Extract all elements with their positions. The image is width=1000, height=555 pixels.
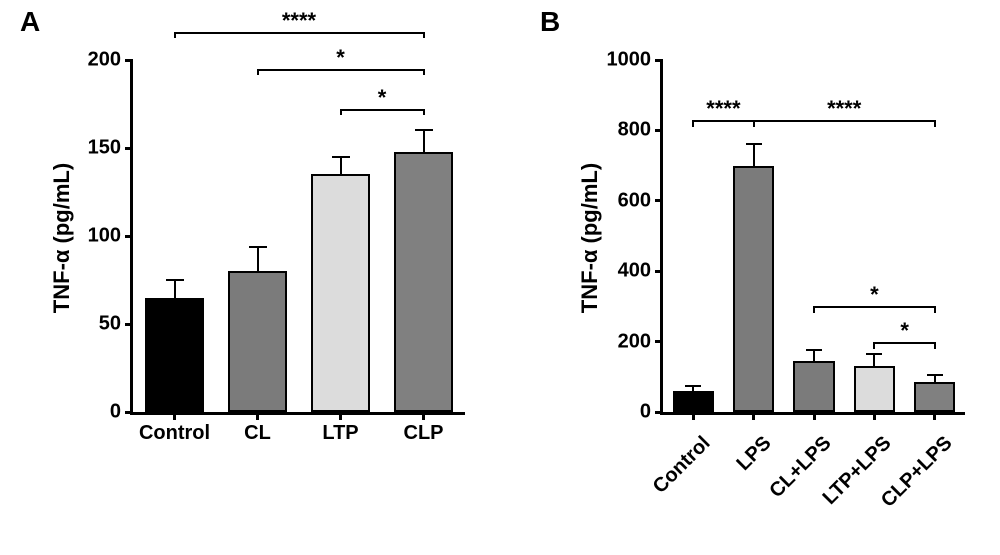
sig-bracket-tick	[423, 109, 425, 115]
y-tick	[655, 59, 663, 62]
error-cap	[166, 279, 184, 281]
sig-bracket-tick	[813, 306, 815, 313]
x-tick	[752, 412, 755, 420]
sig-bracket-tick	[692, 120, 694, 127]
sig-label: ****	[706, 96, 740, 122]
error-cap	[746, 143, 762, 145]
y-tick-label: 150	[88, 137, 121, 160]
error-stem	[873, 354, 875, 366]
y-tick	[125, 59, 133, 62]
error-stem	[753, 144, 755, 165]
x-tick	[933, 412, 936, 420]
x-tick-label: Control	[139, 422, 210, 445]
y-tick-label: 800	[618, 119, 651, 142]
sig-label: ****	[827, 96, 861, 122]
x-tick	[813, 412, 816, 420]
sig-bracket-tick	[174, 32, 176, 38]
x-tick-label: LTP+LPS	[880, 432, 896, 448]
bar	[854, 366, 895, 412]
x-tick-label: Control	[699, 432, 715, 448]
error-stem	[257, 247, 259, 272]
y-tick	[655, 199, 663, 202]
sig-bracket-tick	[340, 109, 342, 115]
y-tick-label: 200	[88, 49, 121, 72]
sig-label: *	[336, 45, 345, 71]
y-tick	[125, 235, 133, 238]
bar	[793, 361, 834, 412]
x-tick-label: CLP	[404, 422, 444, 445]
error-cap	[249, 246, 267, 248]
sig-bracket-tick	[257, 69, 259, 75]
error-cap	[685, 385, 701, 387]
y-tick	[125, 411, 133, 414]
sig-label: *	[378, 85, 387, 111]
panel-a-plot: 050100150200ControlCLLTPCLP******	[130, 60, 465, 415]
sig-label: *	[900, 318, 909, 344]
x-tick	[173, 412, 176, 420]
panel-b-label: B	[540, 6, 560, 38]
sig-bracket-tick	[934, 306, 936, 313]
y-tick	[655, 270, 663, 273]
error-cap	[332, 156, 350, 158]
y-tick	[125, 147, 133, 150]
sig-bracket-tick	[934, 120, 936, 127]
sig-bracket-tick	[873, 342, 875, 349]
x-tick	[422, 412, 425, 420]
error-cap	[866, 353, 882, 355]
error-stem	[340, 157, 342, 175]
error-stem	[813, 350, 815, 361]
bar	[311, 174, 369, 412]
bar	[145, 298, 203, 412]
y-tick-label: 600	[618, 189, 651, 212]
y-tick	[125, 323, 133, 326]
x-tick	[692, 412, 695, 420]
x-tick	[339, 412, 342, 420]
error-stem	[174, 280, 176, 298]
x-tick-label: LTP	[322, 422, 358, 445]
error-stem	[423, 130, 425, 151]
y-tick-label: 100	[88, 225, 121, 248]
bar	[228, 271, 286, 412]
error-cap	[415, 129, 433, 131]
y-tick-label: 0	[640, 401, 651, 424]
panel-a-label: A	[20, 6, 40, 38]
y-tick-label: 0	[110, 401, 121, 424]
sig-bracket-tick	[423, 32, 425, 38]
panel-b-plot: 02004006008001000ControlLPSCL+LPSLTP+LPS…	[660, 60, 965, 415]
sig-bracket-tick	[423, 69, 425, 75]
sig-label: *	[870, 282, 879, 308]
y-tick-label: 200	[618, 330, 651, 353]
y-tick-label: 1000	[607, 49, 652, 72]
y-tick-label: 400	[618, 260, 651, 283]
sig-bracket-tick	[934, 342, 936, 349]
sig-label: ****	[282, 8, 316, 34]
bar	[914, 382, 955, 412]
error-cap	[927, 374, 943, 376]
y-tick	[655, 129, 663, 132]
x-tick-label: CLP+LPS	[941, 432, 957, 448]
x-tick	[256, 412, 259, 420]
error-stem	[934, 375, 936, 382]
bar	[673, 391, 714, 412]
x-tick-label: CL	[244, 422, 271, 445]
x-tick-label: LPS	[760, 432, 776, 448]
y-tick	[655, 411, 663, 414]
x-tick-label: CL+LPS	[820, 432, 836, 448]
bar	[394, 152, 452, 412]
figure-root: A TNF-α (pg/mL) 050100150200ControlCLLTP…	[0, 0, 1000, 555]
y-tick	[655, 340, 663, 343]
error-cap	[806, 349, 822, 351]
sig-bracket-tick	[753, 120, 755, 127]
bar	[733, 166, 774, 412]
x-tick	[873, 412, 876, 420]
y-tick-label: 50	[99, 313, 121, 336]
